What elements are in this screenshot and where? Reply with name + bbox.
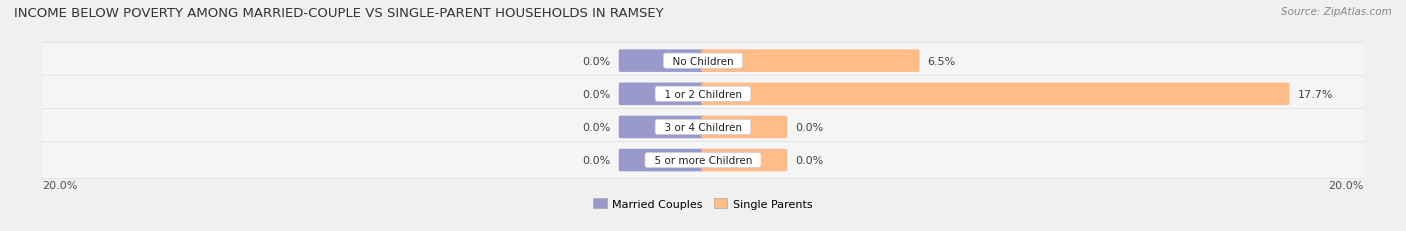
- Text: No Children: No Children: [666, 56, 740, 66]
- Text: 1 or 2 Children: 1 or 2 Children: [658, 89, 748, 99]
- FancyBboxPatch shape: [41, 109, 1365, 146]
- Text: 0.0%: 0.0%: [582, 89, 610, 99]
- FancyBboxPatch shape: [41, 142, 1365, 179]
- FancyBboxPatch shape: [619, 116, 704, 139]
- Text: 17.7%: 17.7%: [1298, 89, 1333, 99]
- Text: 0.0%: 0.0%: [582, 155, 610, 165]
- FancyBboxPatch shape: [41, 43, 1365, 80]
- Text: 20.0%: 20.0%: [42, 180, 77, 190]
- Text: 20.0%: 20.0%: [1329, 180, 1364, 190]
- Text: 0.0%: 0.0%: [796, 122, 824, 132]
- FancyBboxPatch shape: [702, 50, 920, 73]
- Text: 0.0%: 0.0%: [796, 155, 824, 165]
- FancyBboxPatch shape: [702, 149, 787, 172]
- Legend: Married Couples, Single Parents: Married Couples, Single Parents: [589, 194, 817, 213]
- Text: 5 or more Children: 5 or more Children: [648, 155, 758, 165]
- FancyBboxPatch shape: [619, 83, 704, 106]
- Text: 0.0%: 0.0%: [582, 122, 610, 132]
- FancyBboxPatch shape: [702, 116, 787, 139]
- FancyBboxPatch shape: [702, 83, 1289, 106]
- FancyBboxPatch shape: [619, 50, 704, 73]
- Text: 0.0%: 0.0%: [582, 56, 610, 66]
- Text: 3 or 4 Children: 3 or 4 Children: [658, 122, 748, 132]
- FancyBboxPatch shape: [41, 76, 1365, 113]
- Text: INCOME BELOW POVERTY AMONG MARRIED-COUPLE VS SINGLE-PARENT HOUSEHOLDS IN RAMSEY: INCOME BELOW POVERTY AMONG MARRIED-COUPL…: [14, 7, 664, 20]
- Text: 6.5%: 6.5%: [928, 56, 956, 66]
- Text: Source: ZipAtlas.com: Source: ZipAtlas.com: [1281, 7, 1392, 17]
- FancyBboxPatch shape: [619, 149, 704, 172]
